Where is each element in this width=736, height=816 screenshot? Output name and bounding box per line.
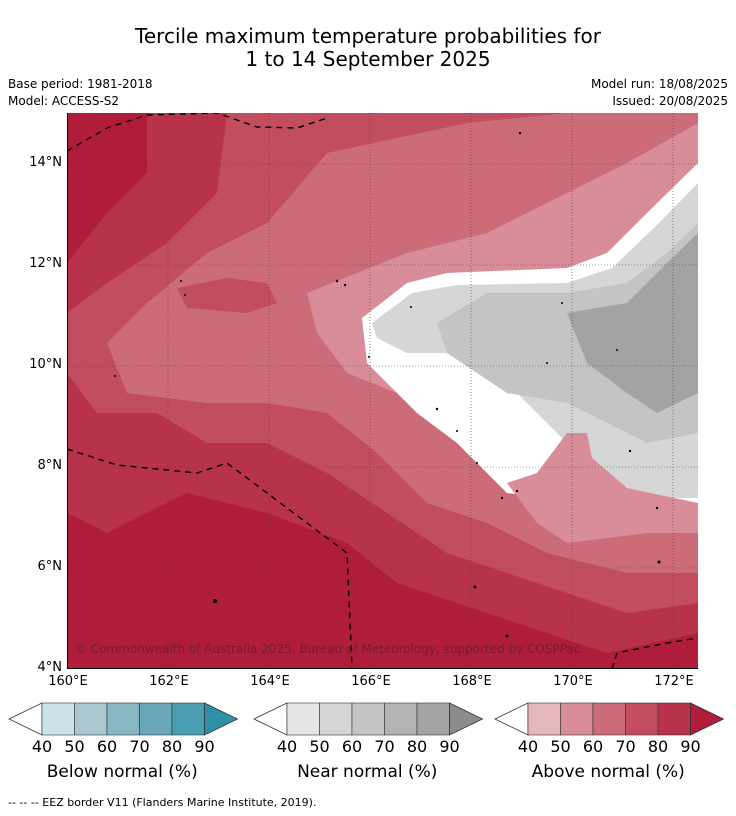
above-normal-colorbar-tick: 80 bbox=[647, 737, 669, 756]
chart-title-line1: Tercile maximum temperature probabilitie… bbox=[135, 24, 601, 48]
above-normal-colorbar-tick: 70 bbox=[615, 737, 636, 756]
above-normal-colorbar-low-extend bbox=[494, 702, 529, 736]
below-normal-colorbar-segment bbox=[41, 702, 75, 736]
near-normal-colorbar-tick: 50 bbox=[309, 737, 330, 756]
above-normal-colorbar bbox=[494, 702, 725, 736]
near-normal-colorbar-tick: 80 bbox=[406, 737, 428, 756]
probability-map: © Commonwealth of Australia 2025, Bureau… bbox=[67, 113, 698, 669]
near-normal-colorbar-low-extend bbox=[253, 702, 288, 736]
near-normal-colorbar-segment bbox=[286, 702, 320, 736]
issued-date: Issued: 20/08/2025 bbox=[612, 94, 728, 108]
below-normal-colorbar-low-extend bbox=[8, 702, 43, 736]
y-tick-8n: 8°N bbox=[37, 458, 63, 473]
near-normal-colorbar-high-extend bbox=[449, 702, 484, 736]
below-normal-colorbar-tick: 80 bbox=[161, 737, 183, 756]
above-normal-colorbar-segment bbox=[657, 702, 691, 736]
eez-footer-note: -- -- -- EEZ border V11 (Flanders Marine… bbox=[8, 796, 317, 809]
above-normal-colorbar-tick: 60 bbox=[582, 737, 604, 756]
y-tick-4n: 4°N bbox=[37, 660, 63, 675]
model-name: Model: ACCESS-S2 bbox=[8, 94, 120, 108]
near-normal-colorbar-tick: 90 bbox=[439, 737, 460, 756]
eez-borders bbox=[67, 113, 698, 669]
y-tick-14n: 14°N bbox=[29, 155, 62, 170]
above-normal-colorbar-tick: 90 bbox=[680, 737, 701, 756]
copyright-notice: © Commonwealth of Australia 2025, Bureau… bbox=[75, 642, 580, 656]
y-tick-12n: 12°N bbox=[29, 256, 62, 271]
above-normal-colorbar-high-extend bbox=[690, 702, 725, 736]
below-normal-colorbar-tick: 50 bbox=[64, 737, 85, 756]
islands bbox=[114, 131, 661, 638]
above-normal-colorbar-label: Above normal (%) bbox=[531, 762, 685, 782]
near-normal-colorbar-tick: 40 bbox=[276, 737, 298, 756]
x-tick-160e: 160°E bbox=[48, 674, 88, 689]
near-normal-70-region bbox=[567, 233, 698, 413]
below-normal-colorbar-tick: 40 bbox=[31, 737, 53, 756]
near-normal-colorbar-label: Near normal (%) bbox=[297, 762, 438, 782]
gridlines bbox=[67, 113, 698, 669]
below-normal-colorbar-segment bbox=[74, 702, 108, 736]
y-tick-6n: 6°N bbox=[37, 559, 63, 574]
above-normal-colorbar-segment bbox=[527, 702, 561, 736]
x-tick-168e: 168°E bbox=[452, 674, 492, 689]
near-normal-colorbar-segment bbox=[351, 702, 385, 736]
below-normal-colorbar-high-extend bbox=[204, 702, 239, 736]
below-normal-colorbar-label: Below normal (%) bbox=[46, 762, 198, 782]
near-normal-colorbar-segment bbox=[416, 702, 450, 736]
below-normal-colorbar-tick: 70 bbox=[129, 737, 150, 756]
near-normal-colorbar-tick: 60 bbox=[341, 737, 363, 756]
below-normal-colorbar-segment bbox=[139, 702, 173, 736]
near-normal-colorbar-segment bbox=[384, 702, 418, 736]
below-normal-colorbar-tick: 60 bbox=[96, 737, 118, 756]
above-normal-colorbar-tick: 40 bbox=[517, 737, 539, 756]
below-normal-colorbar-tick: 90 bbox=[194, 737, 215, 756]
x-tick-162e: 162°E bbox=[149, 674, 189, 689]
model-run: Model run: 18/08/2025 bbox=[590, 77, 728, 91]
above-normal-colorbar-segment bbox=[560, 702, 594, 736]
above-normal-colorbar-tick: 50 bbox=[550, 737, 571, 756]
above-normal-colorbar-segment bbox=[625, 702, 659, 736]
near-normal-colorbar-segment bbox=[319, 702, 353, 736]
above-70-island bbox=[177, 278, 277, 313]
near-normal-colorbar-tick: 70 bbox=[374, 737, 395, 756]
near-normal-colorbar bbox=[253, 702, 484, 736]
above-60-tongue bbox=[507, 433, 698, 543]
x-tick-166e: 166°E bbox=[351, 674, 391, 689]
x-tick-172e: 172°E bbox=[654, 674, 694, 689]
chart-title-line2: 1 to 14 September 2025 bbox=[245, 47, 491, 71]
base-period: Base period: 1981-2018 bbox=[8, 77, 153, 91]
y-tick-10n: 10°N bbox=[29, 357, 62, 372]
x-tick-170e: 170°E bbox=[553, 674, 593, 689]
below-normal-colorbar-segment bbox=[106, 702, 140, 736]
x-tick-164e: 164°E bbox=[250, 674, 290, 689]
below-normal-colorbar-segment bbox=[171, 702, 205, 736]
above-normal-colorbar-segment bbox=[592, 702, 626, 736]
below-normal-colorbar bbox=[8, 702, 239, 736]
